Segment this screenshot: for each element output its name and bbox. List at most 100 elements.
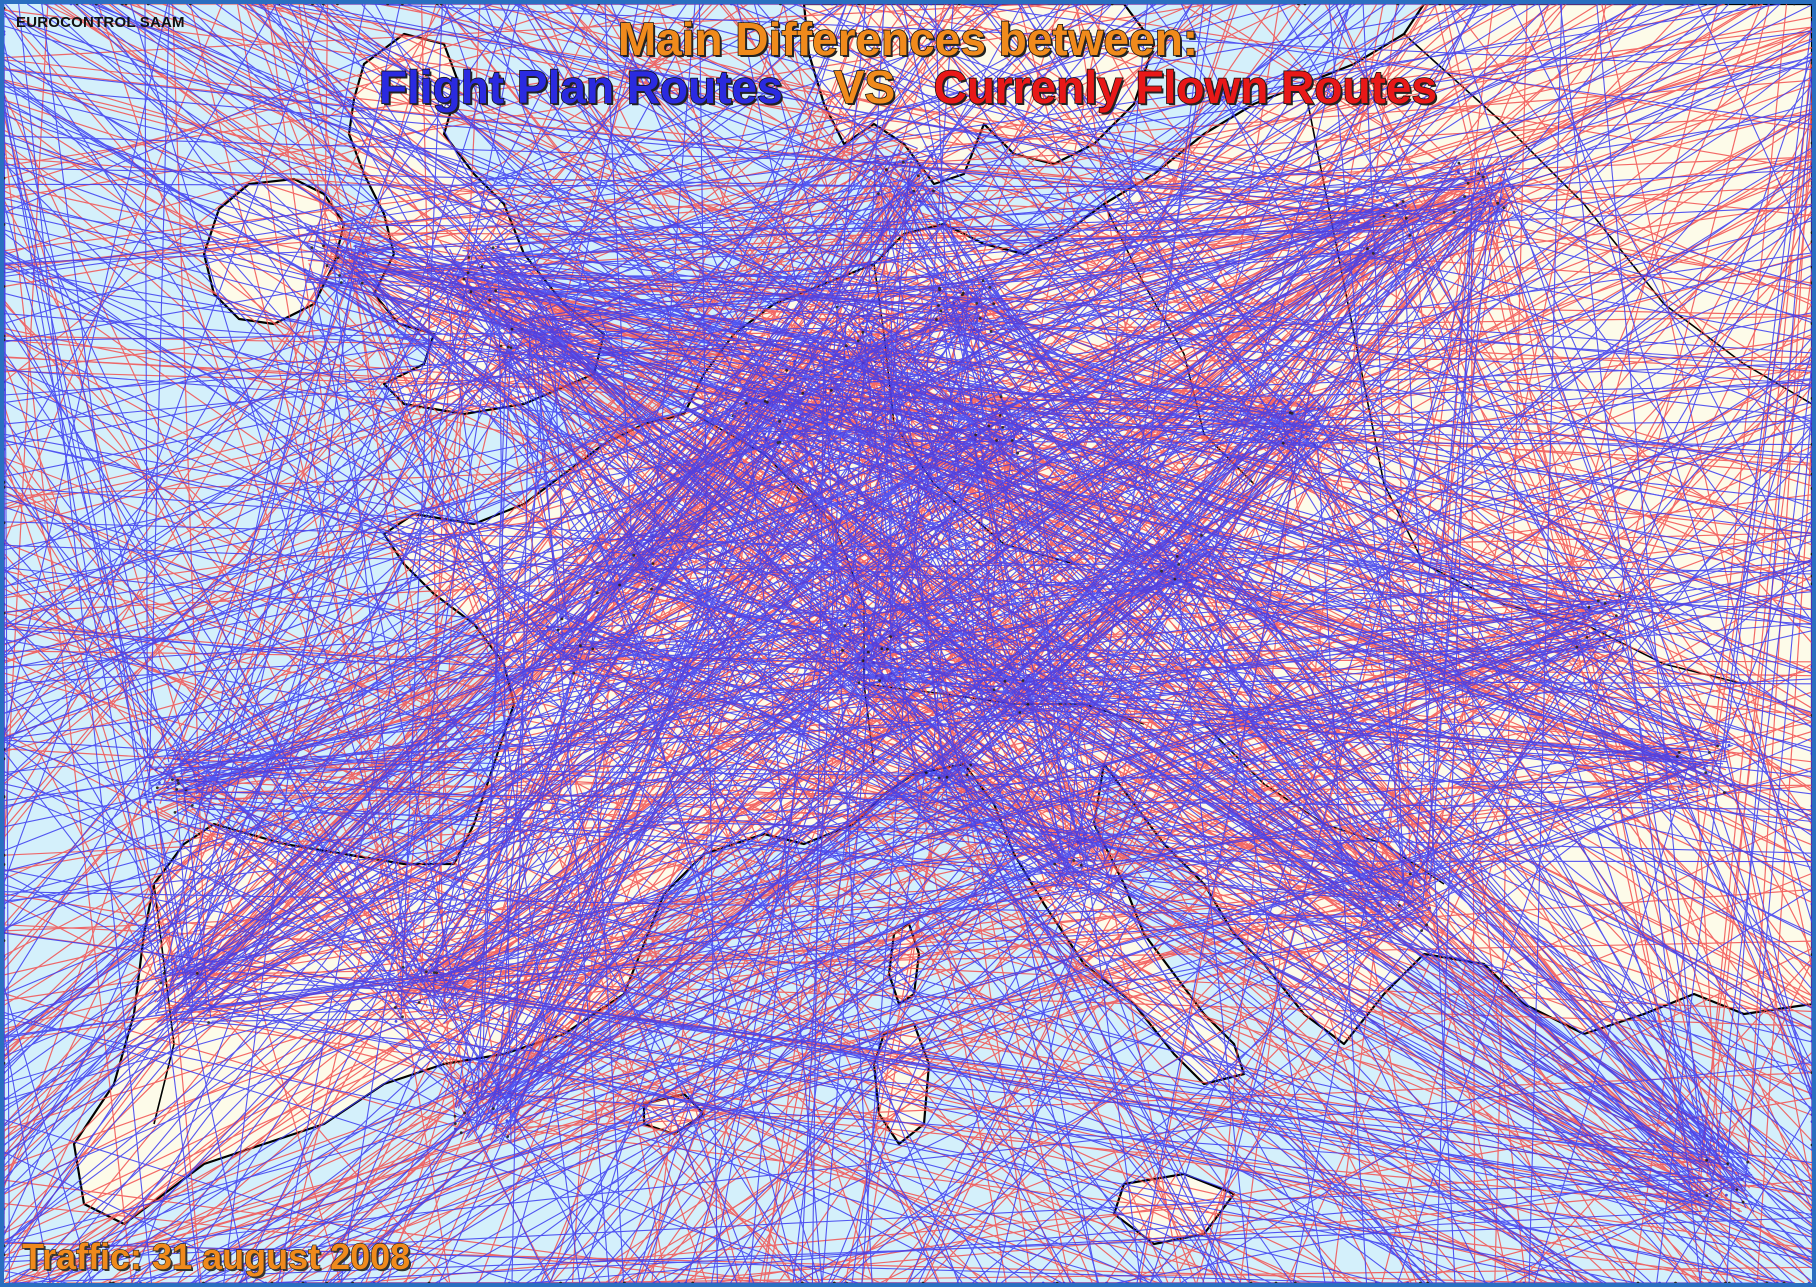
waypoint-dot	[94, 4, 98, 6]
waypoint-dot	[1513, 1281, 1516, 1283]
waypoint-dot	[339, 281, 343, 284]
waypoint-dot	[427, 1281, 431, 1283]
flown-route-line	[4, 250, 485, 838]
waypoint-dot	[886, 647, 889, 651]
waypoint-dot	[1705, 1158, 1708, 1162]
flight-plan-route-line	[475, 851, 1064, 1283]
waypoint-dot	[173, 811, 177, 814]
waypoint-dot	[322, 240, 326, 244]
flown-route-line	[1074, 4, 1377, 876]
waypoint-dot	[311, 4, 314, 6]
flight-plan-route-line	[155, 4, 687, 772]
waypoint-dot	[401, 1015, 404, 1019]
waypoint-dot	[1810, 552, 1812, 556]
waypoint-dot	[1810, 574, 1812, 578]
flight-plan-route-line	[732, 359, 790, 414]
flight-plan-route-line	[4, 741, 1565, 1283]
flown-route-line	[4, 165, 877, 630]
waypoint-dot	[1704, 4, 1708, 6]
waypoint-dot	[270, 1281, 274, 1283]
flight-plan-route-line	[1017, 4, 1812, 1112]
waypoint-dot	[873, 360, 877, 364]
waypoint-dot	[1408, 234, 1412, 237]
flight-plan-route-line	[467, 290, 1397, 901]
waypoint-dot	[993, 4, 997, 6]
flown-route-line	[941, 807, 1812, 1166]
waypoint-dot	[372, 1281, 376, 1283]
waypoint-dot	[1658, 1281, 1661, 1283]
flight-plan-route-line	[4, 349, 787, 425]
waypoint-dot	[507, 345, 510, 349]
flight-plan-route-line	[853, 335, 969, 777]
waypoint-dot	[832, 1281, 836, 1283]
flight-plan-route-line	[4, 491, 1446, 1283]
waypoint-dot	[4, 795, 6, 798]
waypoint-dot	[499, 344, 503, 348]
waypoint-dot	[844, 344, 848, 348]
waypoint-dot	[4, 853, 6, 857]
flight-plan-route-line	[792, 645, 869, 1283]
flown-route-line	[1195, 567, 1812, 888]
waypoint-dot	[1502, 206, 1506, 210]
flight-plan-route-line	[4, 4, 573, 648]
flight-plan-route-line	[1302, 440, 1812, 719]
flown-route-line	[4, 4, 223, 545]
waypoint-dot	[916, 174, 920, 178]
waypoint-dot	[579, 644, 582, 648]
flight-plan-route-line	[457, 267, 1777, 1283]
waypoint-dot	[1371, 252, 1375, 255]
flown-route-line	[205, 967, 881, 1283]
waypoint-dot	[1603, 631, 1607, 635]
waypoint-dot	[1463, 195, 1466, 199]
flight-plan-route-line	[604, 554, 987, 723]
flown-route-line	[209, 4, 924, 1014]
waypoint-dot	[1782, 1281, 1786, 1283]
waypoint-dot	[4, 380, 6, 384]
flight-plan-route-line	[564, 163, 925, 661]
flight-plan-route-line	[4, 79, 311, 277]
waypoint-dot	[1420, 929, 1423, 932]
flown-route-line	[154, 148, 876, 1003]
flight-plan-route-line	[921, 400, 1324, 780]
flight-plan-route-line	[954, 766, 1241, 1283]
route-map[interactable]	[4, 4, 1812, 1283]
waypoint-dot	[918, 199, 922, 203]
waypoint-dot	[975, 302, 979, 305]
waypoint-dot	[4, 485, 6, 489]
flown-route-line	[4, 99, 469, 251]
waypoint-dot	[1627, 604, 1631, 608]
flown-route-line	[1756, 436, 1812, 1283]
flight-plan-route-line	[861, 4, 954, 1283]
flight-plan-route-line	[1427, 646, 1599, 883]
waypoint-dot	[188, 4, 192, 6]
flight-plan-route-line	[589, 659, 625, 1283]
flight-plan-route-line	[4, 199, 1364, 478]
flight-plan-route-line	[4, 1270, 68, 1283]
flown-route-line	[1443, 4, 1576, 596]
waypoint-dot	[176, 779, 180, 782]
waypoint-dot	[932, 189, 935, 193]
waypoint-dot	[981, 279, 985, 283]
waypoint-dot	[597, 4, 601, 6]
flight-plan-route-line	[498, 341, 876, 1144]
flight-plan-route-line	[443, 4, 588, 281]
waypoint-dot	[1810, 1143, 1812, 1147]
source-label: EUROCONTROL SAAM	[16, 14, 185, 31]
waypoint-dot	[264, 1281, 268, 1283]
flight-plan-route-line	[191, 671, 849, 1283]
waypoint-dot	[1272, 403, 1276, 407]
waypoint-dot	[1175, 555, 1179, 558]
flight-plan-route-line	[504, 387, 758, 1283]
flight-plan-route-line	[187, 800, 1812, 1258]
waypoint-dot	[929, 4, 933, 6]
flight-plan-route-line	[483, 4, 960, 1283]
waypoint-dot	[1171, 582, 1174, 585]
flight-plan-route-line	[4, 108, 248, 1283]
waypoint-dot	[417, 1001, 421, 1004]
flight-plan-route-line	[465, 639, 1582, 1107]
waypoint-dot	[548, 345, 552, 349]
flown-route-line	[4, 491, 1812, 1253]
flight-plan-route-line	[646, 40, 1812, 572]
flight-plan-route-line	[1162, 535, 1812, 1065]
flight-plan-route-line	[4, 379, 820, 1194]
